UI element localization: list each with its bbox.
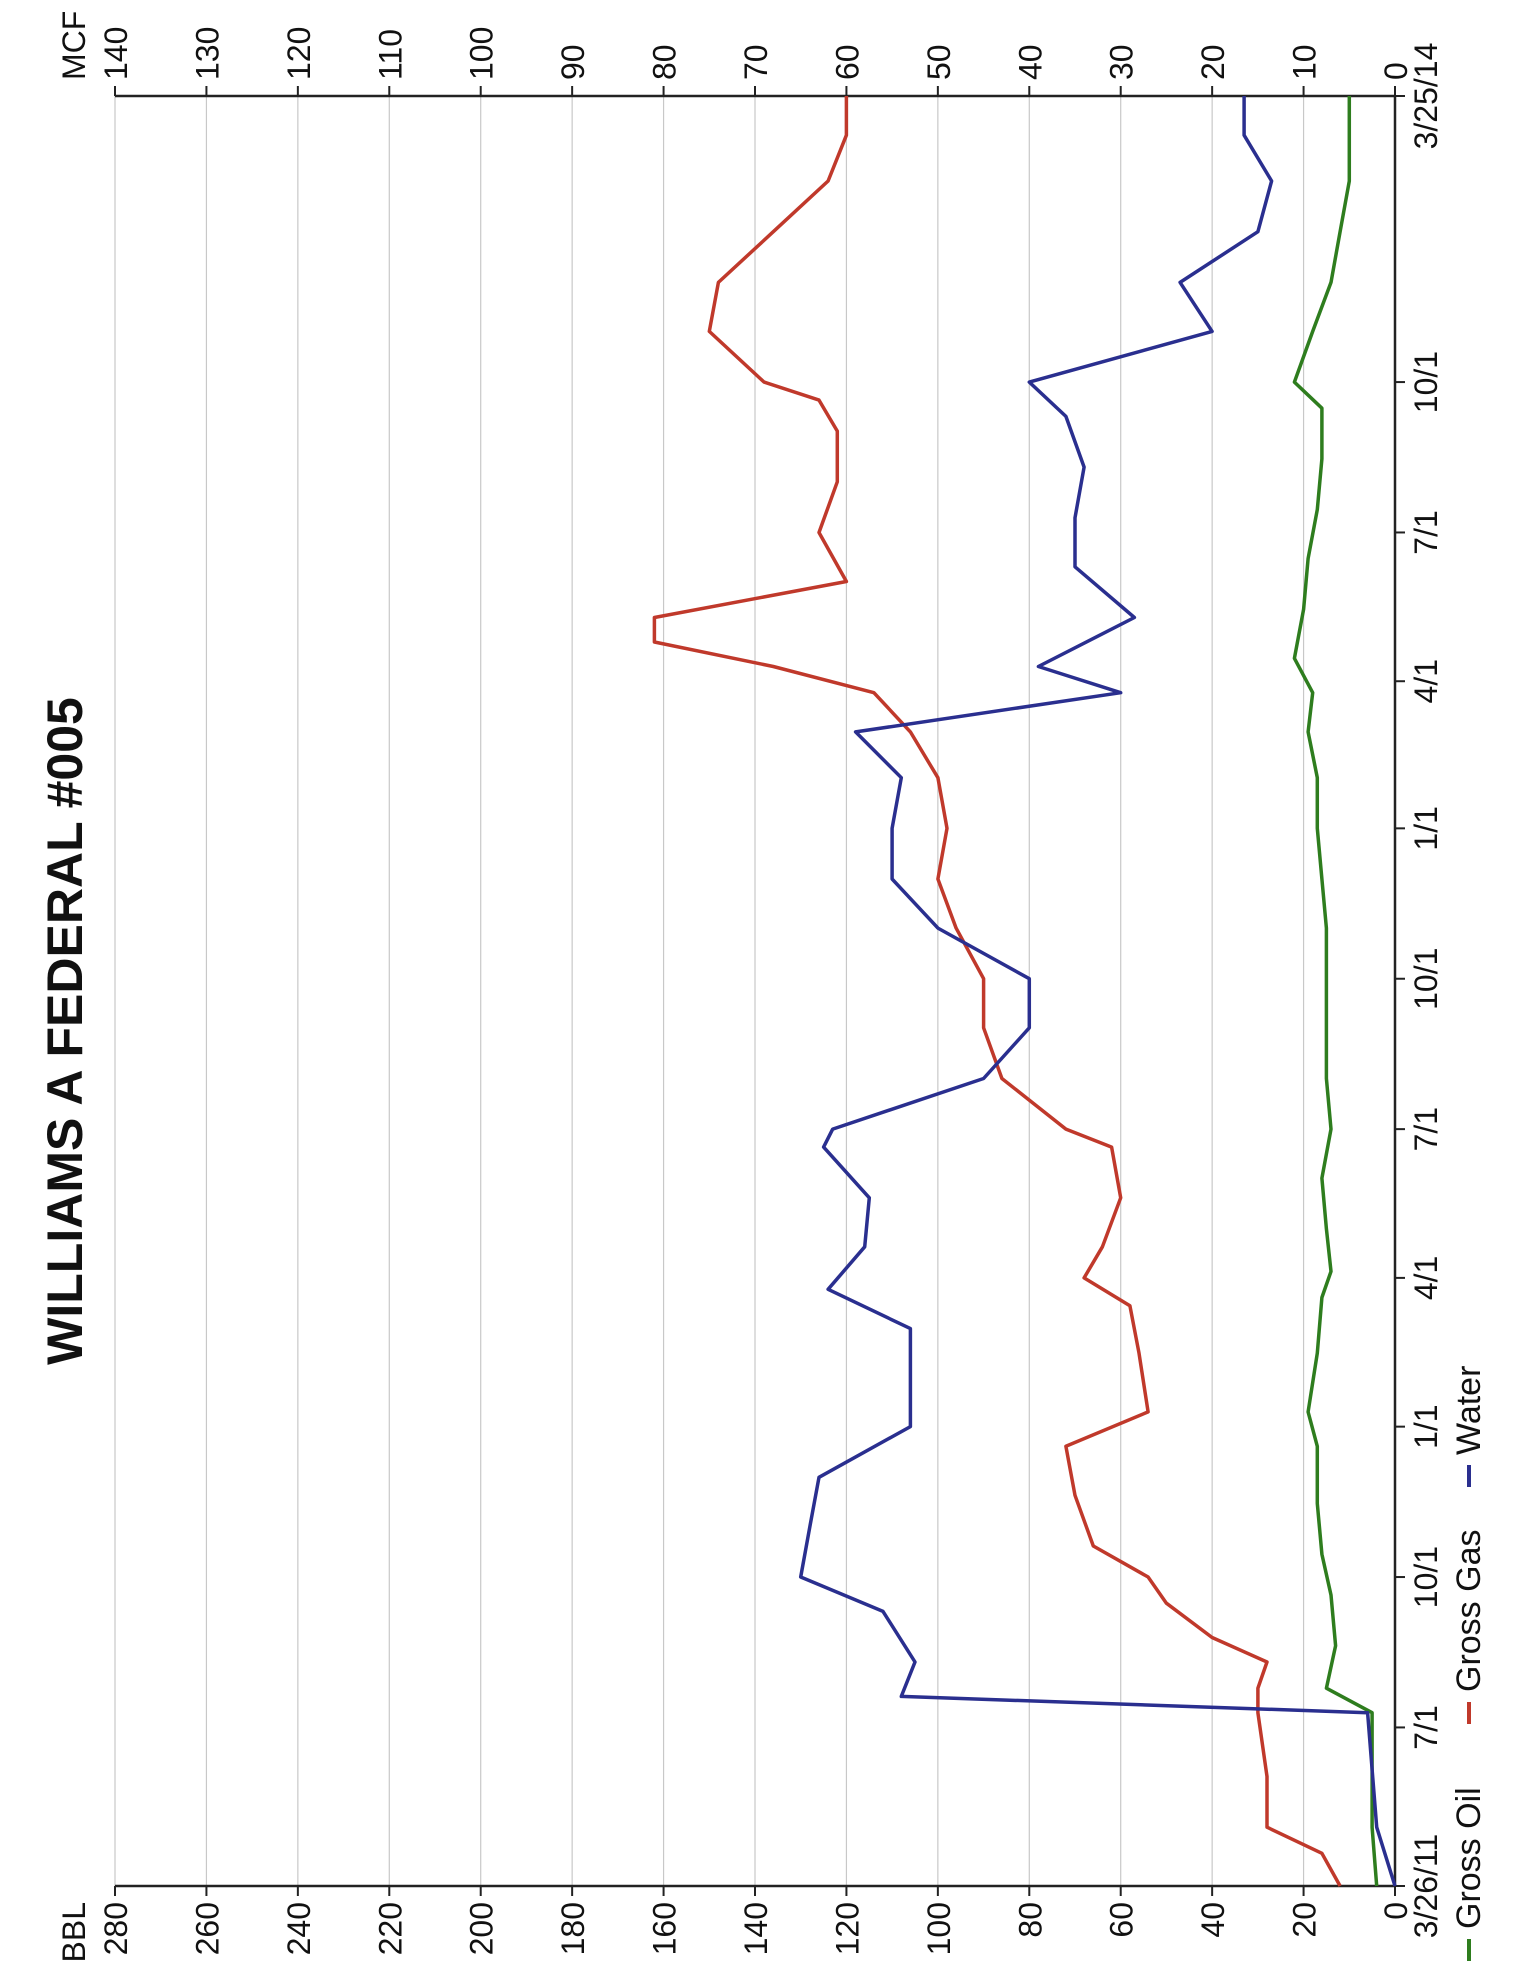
x-tick-label: 4/1: [1408, 659, 1444, 703]
right-tick-label: 70: [738, 44, 774, 80]
left-tick-label: 180: [555, 1902, 591, 1955]
legend-entry-water: Water: [1450, 1366, 1488, 1455]
x-tick-label: 7/1: [1408, 1107, 1444, 1151]
right-tick-label: 10: [1287, 44, 1323, 80]
right-tick-label: 110: [372, 29, 408, 80]
left-tick-label: 80: [1012, 1902, 1048, 1938]
right-tick-label: 90: [555, 44, 591, 80]
right-tick-label: 60: [829, 44, 865, 80]
right-tick-label: 0: [1378, 62, 1414, 80]
left-tick-label: 100: [921, 1902, 957, 1955]
right-tick-label: 140: [98, 27, 134, 80]
x-tick-label: 7/1: [1408, 510, 1444, 554]
chart-title: WILLIAMS A FEDERAL #005: [37, 697, 93, 1365]
right-tick-label: 40: [1012, 44, 1048, 80]
x-tick-label: 3/26/11: [1408, 1834, 1444, 1938]
left-tick-label: 40: [1195, 1902, 1231, 1938]
x-tick-label: 3/25/14: [1408, 43, 1444, 150]
left-tick-label: 240: [281, 1902, 317, 1955]
left-tick-label: 0: [1378, 1902, 1414, 1920]
x-tick-label: 10/1: [1408, 948, 1444, 1010]
legend-entry-gross-oil: Gross Oil: [1450, 1787, 1488, 1929]
left-tick-label: 280: [98, 1902, 134, 1955]
right-tick-label: 20: [1195, 44, 1231, 80]
x-tick-label: 4/1: [1408, 1256, 1444, 1300]
right-tick-label: 100: [464, 27, 500, 80]
right-tick-label: 30: [1104, 44, 1140, 80]
left-tick-label: 160: [647, 1902, 683, 1955]
series-line-gross-gas: [652, 96, 1342, 1887]
left-axis-label: BBL: [56, 1902, 92, 1962]
series-line-water: [798, 96, 1397, 1887]
right-tick-label: 130: [189, 27, 225, 80]
left-tick-label: 200: [464, 1902, 500, 1955]
x-tick-label: 7/1: [1408, 1705, 1444, 1749]
right-tick-label: 80: [647, 44, 683, 80]
left-tick-label: 260: [189, 1902, 225, 1955]
legend-entry-gross-gas: Gross Gas: [1450, 1530, 1488, 1692]
left-tick-label: 220: [372, 1902, 408, 1955]
series-line-gross-oil: [1292, 96, 1379, 1887]
x-tick-label: 10/1: [1408, 351, 1444, 413]
left-tick-label: 120: [829, 1902, 865, 1955]
x-tick-label: 10/1: [1408, 1546, 1444, 1608]
right-tick-label: 50: [921, 44, 957, 80]
right-axis-label: MCF: [56, 11, 92, 80]
left-tick-label: 60: [1104, 1902, 1140, 1938]
x-tick-label: 1/1: [1408, 1404, 1444, 1448]
right-tick-label: 120: [281, 27, 317, 80]
left-tick-label: 20: [1287, 1902, 1323, 1938]
x-tick-label: 1/1: [1408, 806, 1444, 850]
left-tick-label: 140: [738, 1902, 774, 1955]
